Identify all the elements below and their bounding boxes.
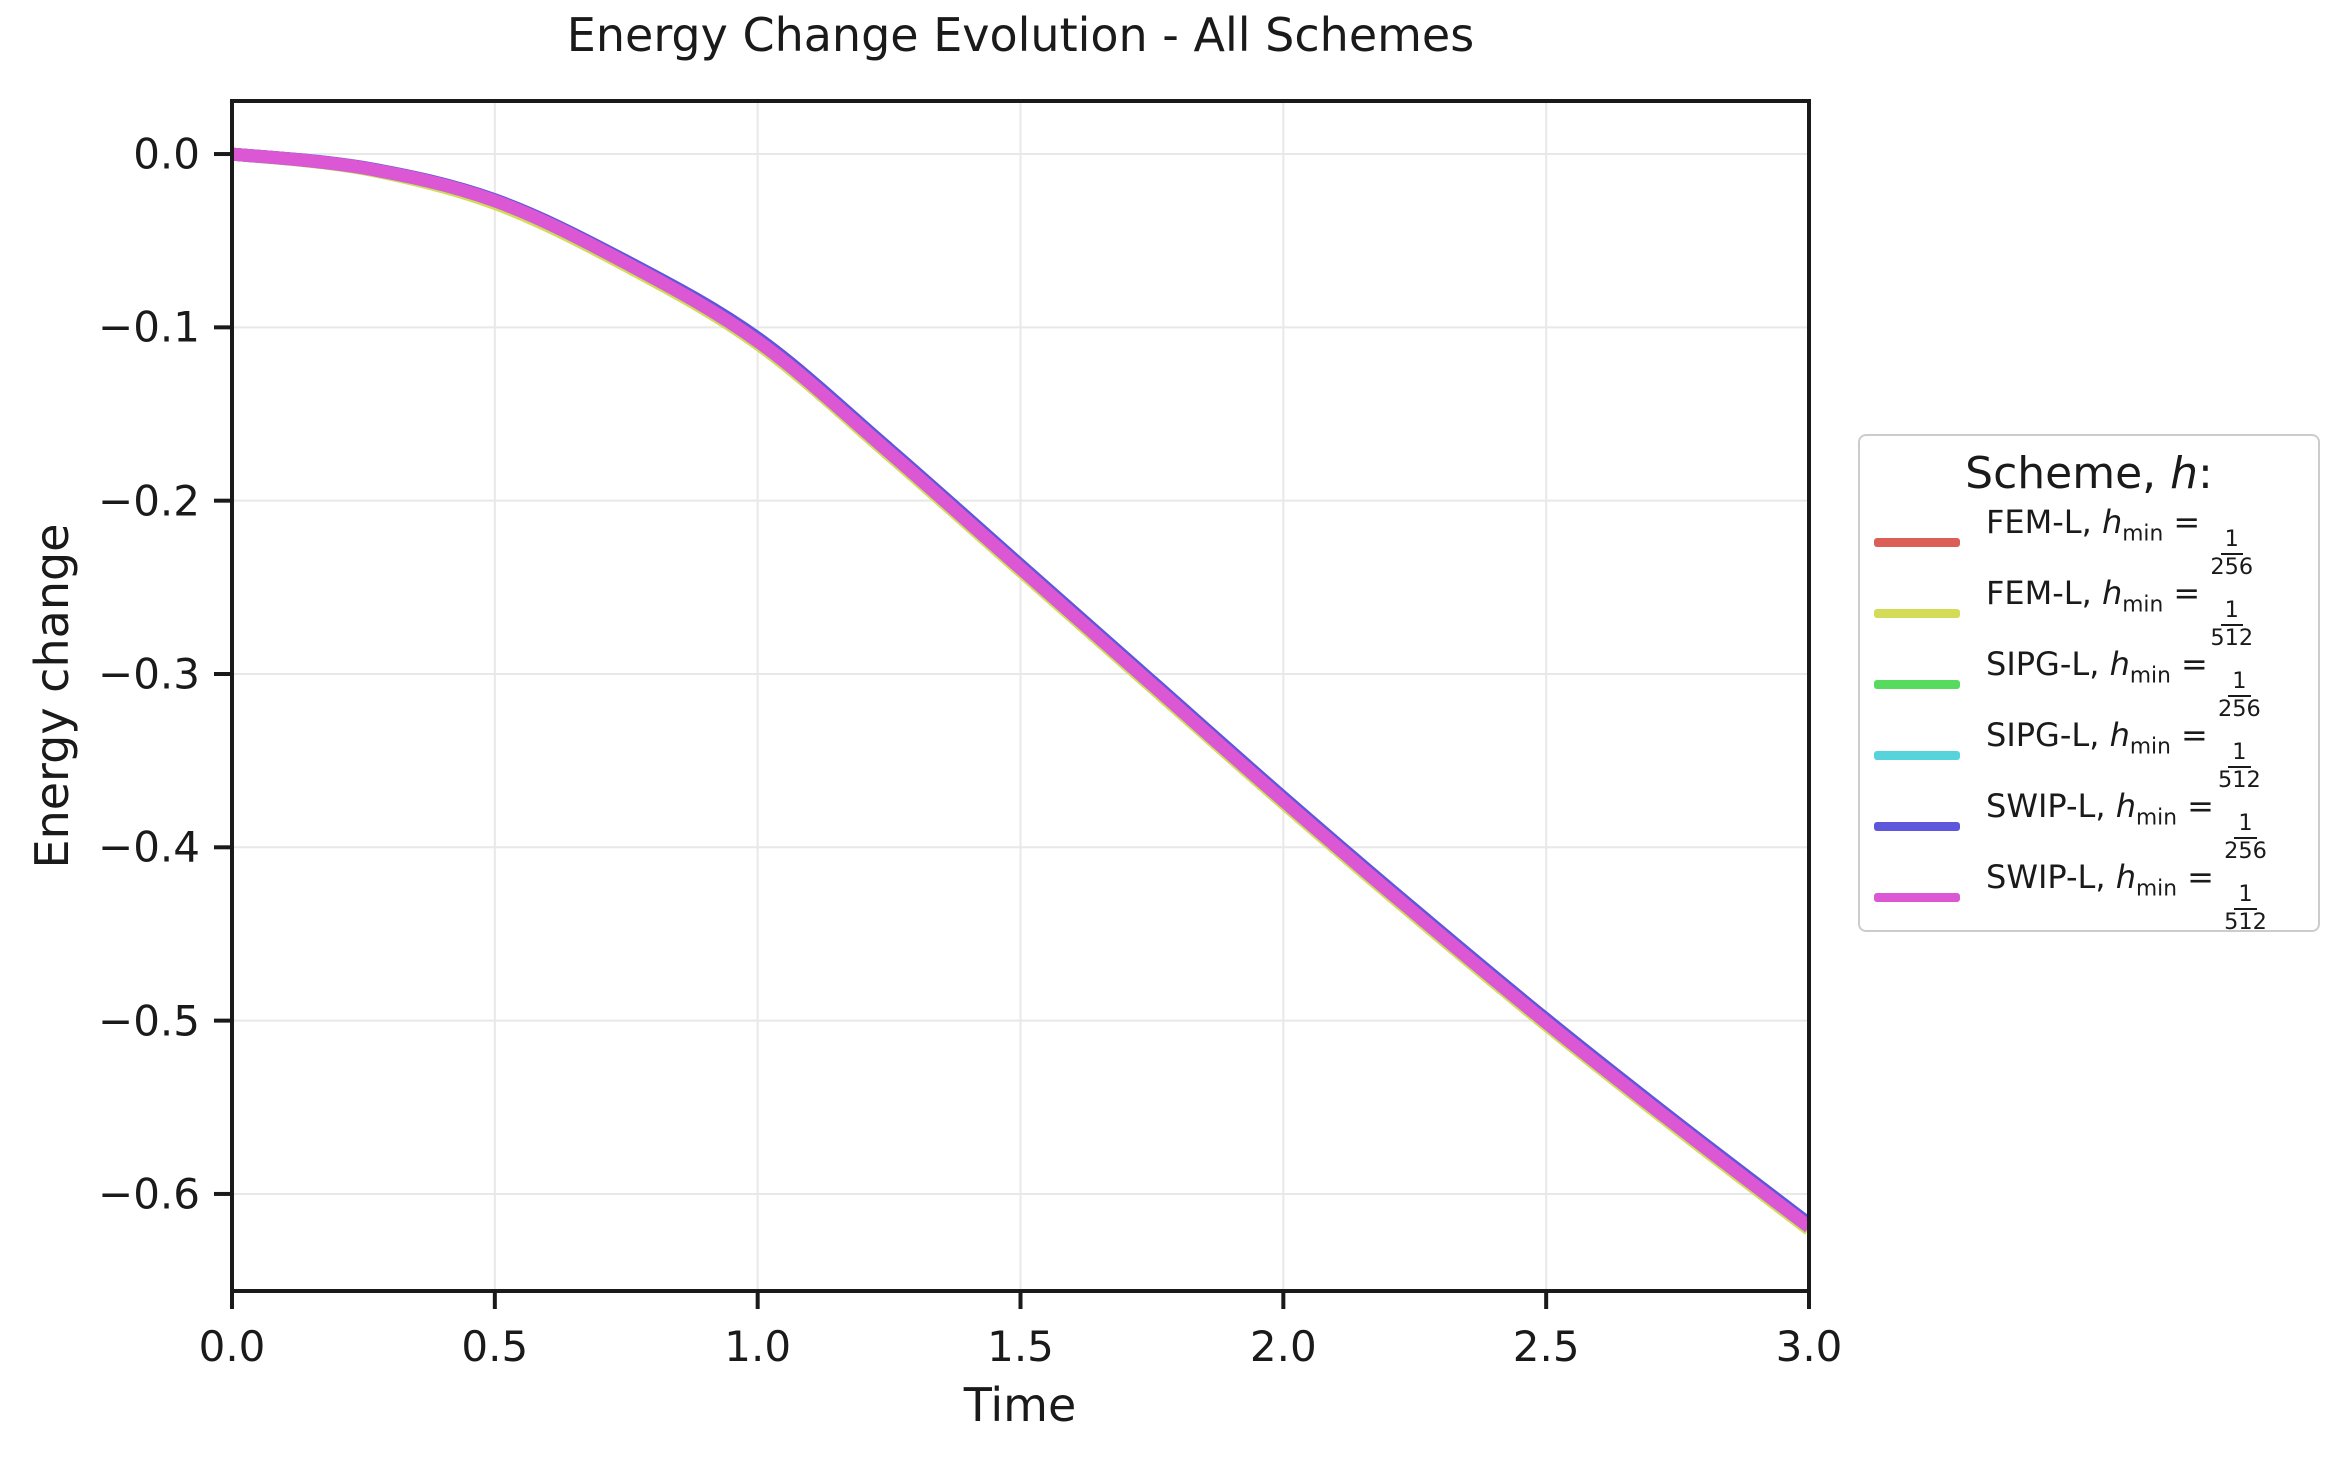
- axes-frame: [230, 99, 1811, 1293]
- fraction: 1 512: [2224, 881, 2267, 935]
- fraction: 1 512: [2210, 597, 2254, 651]
- y-tick-label: −0.5: [98, 996, 200, 1046]
- x-tick-label: 0.0: [198, 1322, 266, 1371]
- series-curves: [232, 147, 1809, 1235]
- fraction: 1 256: [2210, 526, 2254, 580]
- curve-swip-l-h-min-1-512: [232, 147, 1809, 1233]
- fraction: 1 512: [2218, 739, 2261, 793]
- y-tick-label: −0.1: [98, 302, 200, 352]
- x-tick-label: 2.0: [1249, 1322, 1317, 1371]
- y-tick-label: 0.0: [133, 129, 200, 179]
- legend-item-label: SWIP-L, hmin = 1 256: [1986, 786, 2267, 864]
- legend: Scheme, h: FEM-L, hmin = 1 256 FEM-L, hmin…: [1858, 434, 2320, 935]
- x-tick-label: 0.5: [461, 1322, 529, 1371]
- x-tick-label: 1.5: [987, 1322, 1054, 1371]
- legend-item-label: SWIP-L, hmin = 1 512: [1986, 857, 2267, 935]
- legend-item-label: FEM-L, hmin = 1 256: [1986, 502, 2254, 580]
- y-axis-label: Energy change: [25, 523, 79, 869]
- legend-item: SIPG-L, hmin = 1 512: [1872, 715, 2306, 793]
- fraction: 1 256: [2218, 668, 2261, 722]
- x-tick-label: 2.5: [1512, 1322, 1580, 1371]
- legend-item: SWIP-L, hmin = 1 256: [1872, 786, 2306, 864]
- x-tick-label: 1.0: [724, 1322, 792, 1371]
- legend-item: SWIP-L, hmin = 1 512: [1872, 857, 2306, 935]
- legend-item: FEM-L, hmin = 1 256: [1872, 502, 2306, 580]
- y-tick-label: −0.2: [98, 476, 200, 526]
- legend-line-swatch: [1874, 538, 1960, 547]
- legend-entries: FEM-L, hmin = 1 256 FEM-L, hmin = 1 512 SIPG…: [1872, 502, 2306, 935]
- legend-item-label: SIPG-L, hmin = 1 256: [1986, 644, 2261, 722]
- legend-line-swatch: [1874, 822, 1960, 831]
- chart-title: Energy Change Evolution - All Schemes: [566, 8, 1475, 62]
- gridlines: [231, 101, 1810, 1291]
- legend-item-label: SIPG-L, hmin = 1 512: [1986, 715, 2261, 793]
- y-tick-label: −0.4: [98, 822, 200, 872]
- legend-line-swatch: [1874, 609, 1960, 618]
- fraction: 1 256: [2224, 810, 2267, 864]
- legend-line-swatch: [1874, 680, 1960, 689]
- legend-title: Scheme, h:: [1965, 448, 2213, 499]
- legend-item: SIPG-L, hmin = 1 256: [1872, 644, 2306, 722]
- legend-line-swatch: [1874, 893, 1960, 902]
- y-tick-label: −0.3: [98, 649, 200, 699]
- x-tick-label: 3.0: [1775, 1322, 1843, 1371]
- tick-marks: [214, 152, 1811, 1309]
- legend-item: FEM-L, hmin = 1 512: [1872, 573, 2306, 651]
- y-tick-label: −0.6: [98, 1169, 200, 1219]
- x-axis-label: Time: [963, 1378, 1077, 1432]
- legend-line-swatch: [1874, 751, 1960, 760]
- legend-item-label: FEM-L, hmin = 1 512: [1986, 573, 2254, 651]
